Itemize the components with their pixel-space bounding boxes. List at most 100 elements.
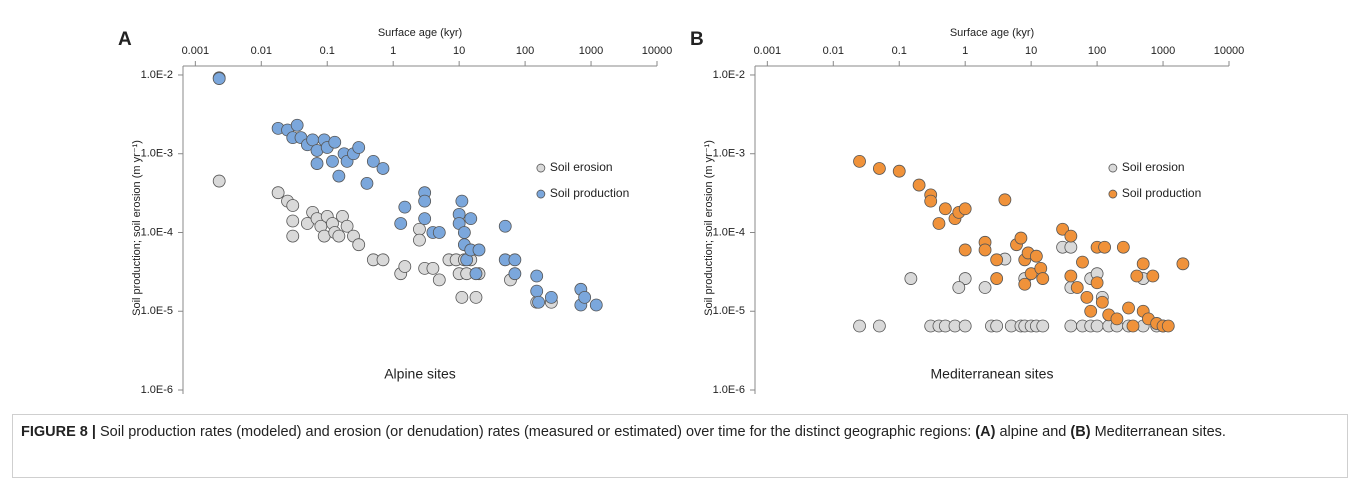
point [376, 162, 390, 175]
x-tick-label: 0.001 [754, 45, 782, 57]
point [1036, 319, 1050, 333]
point [508, 253, 522, 267]
point [1056, 222, 1070, 236]
figure: 1.0E-2 1.0E-3 1.0E-4 1.0E-5 1.0E-6 0.001 0.01 0… [118, 27, 1245, 396]
point [286, 214, 300, 228]
point [455, 194, 469, 208]
point [418, 212, 432, 226]
point [290, 118, 304, 132]
point [1018, 277, 1032, 291]
x-tick-label: 0.01 [251, 45, 272, 57]
point [530, 284, 544, 298]
point [498, 219, 512, 233]
point [340, 219, 354, 233]
point [508, 267, 522, 281]
point [998, 193, 1012, 207]
point [978, 281, 992, 294]
point [1064, 269, 1078, 283]
point [212, 72, 226, 85]
y-tick-label: 1.0E-6 [141, 384, 173, 396]
point [1090, 319, 1104, 333]
legend-marker [536, 189, 546, 199]
point [578, 290, 592, 304]
point [1029, 249, 1043, 263]
y-axis-label: Soil production; soil erosion (m yr⁻¹) [703, 140, 715, 316]
x-tick-label: 100 [1088, 45, 1106, 57]
point [958, 202, 972, 216]
x-tick-label: 0.01 [823, 45, 844, 57]
point [394, 217, 408, 230]
annotation: Alpine sites [384, 366, 456, 382]
point [360, 177, 374, 190]
point [1014, 231, 1028, 245]
point [958, 272, 972, 285]
point [872, 162, 886, 175]
y-tick-label: 1.0E-4 [141, 226, 173, 238]
x-axis-label: Surface age (kyr) [950, 27, 1034, 39]
point [990, 319, 1004, 333]
point [589, 298, 603, 312]
point [418, 194, 432, 208]
point [1098, 240, 1112, 254]
point [432, 273, 446, 287]
x-tick-label: 1 [962, 45, 968, 57]
point [1036, 272, 1050, 285]
point [310, 157, 324, 170]
point [286, 199, 300, 212]
point [352, 238, 366, 252]
point [872, 319, 886, 333]
point [1110, 312, 1124, 326]
point [1024, 267, 1038, 281]
caption-text: Soil production rates (modeled) and eros… [95, 424, 976, 440]
point [1064, 319, 1078, 333]
y-tick-label: 1.0E-6 [713, 384, 745, 396]
point [464, 212, 478, 226]
point [1090, 276, 1104, 290]
point [1095, 295, 1109, 309]
legend-marker [1108, 189, 1118, 199]
point [853, 319, 866, 333]
annotation: Mediterranean sites [931, 366, 1054, 382]
x-tick-label: 10000 [1214, 45, 1245, 57]
point [958, 243, 972, 257]
point [376, 253, 390, 267]
panel-label: B [690, 29, 704, 50]
point [328, 135, 342, 149]
point [332, 169, 346, 183]
point [212, 174, 226, 188]
point [853, 154, 866, 168]
caption-text: (A) [975, 424, 996, 440]
legend-label: Soil production [1122, 186, 1201, 200]
point [912, 178, 926, 192]
point [1076, 255, 1089, 269]
point [472, 243, 486, 257]
point [1084, 304, 1098, 318]
y-tick-label: 1.0E-5 [713, 305, 745, 317]
point [1070, 281, 1084, 294]
point [938, 202, 952, 216]
x-tick-label: 0.1 [320, 45, 335, 57]
caption-text: Mediterranean sites. [1090, 424, 1226, 440]
x-tick-label: 10000 [642, 45, 673, 57]
point [958, 319, 972, 333]
point [1126, 319, 1140, 333]
point [469, 267, 483, 281]
point [366, 154, 380, 168]
point [426, 261, 440, 275]
point [455, 290, 469, 304]
x-tick-label: 1000 [1151, 45, 1175, 57]
point [952, 281, 966, 294]
point [1136, 257, 1150, 271]
caption-text: FIGURE 8 | [21, 424, 96, 440]
point [271, 186, 285, 200]
x-tick-label: 0.1 [892, 45, 907, 57]
x-tick-label: 1000 [579, 45, 603, 57]
x-tick-label: 0.001 [182, 45, 210, 57]
legend-label: Soil production [550, 186, 629, 200]
point [1116, 240, 1130, 254]
point [924, 194, 938, 208]
point [432, 226, 446, 239]
point [413, 222, 426, 236]
point [532, 295, 545, 309]
